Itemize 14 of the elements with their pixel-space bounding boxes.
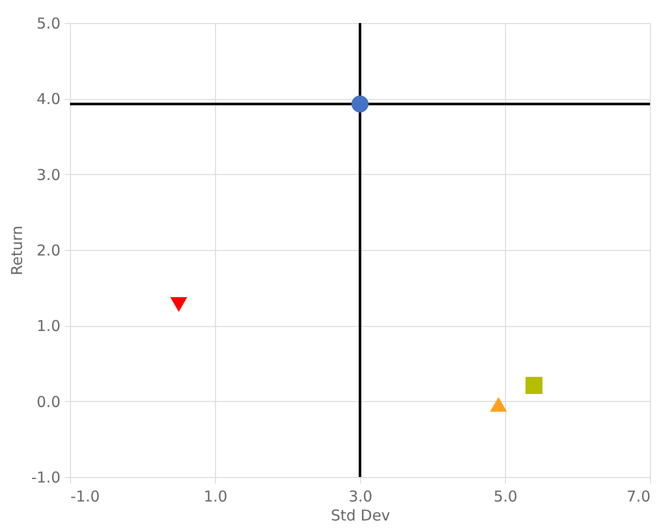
x-tick-label: 1.0 [204, 488, 228, 506]
x-axis-title: Std Dev [330, 506, 390, 524]
x-tick-label: 7.0 [626, 488, 650, 506]
y-axis-title: Return [8, 226, 26, 276]
x-tick-label: 3.0 [348, 488, 372, 506]
y-tick-label: 5.0 [36, 14, 60, 32]
y-tick-label: 1.0 [36, 317, 60, 336]
x-tick-label: 5.0 [494, 488, 518, 506]
y-tick-label: 3.0 [36, 166, 60, 184]
x-tick-label: -1.0 [70, 488, 100, 506]
y-tick-label: 2.0 [36, 242, 60, 260]
y-tick-label: -1.0 [31, 468, 60, 486]
y-tick-label: 0.0 [36, 392, 60, 411]
y-tick-label: 4.0 [36, 90, 60, 108]
